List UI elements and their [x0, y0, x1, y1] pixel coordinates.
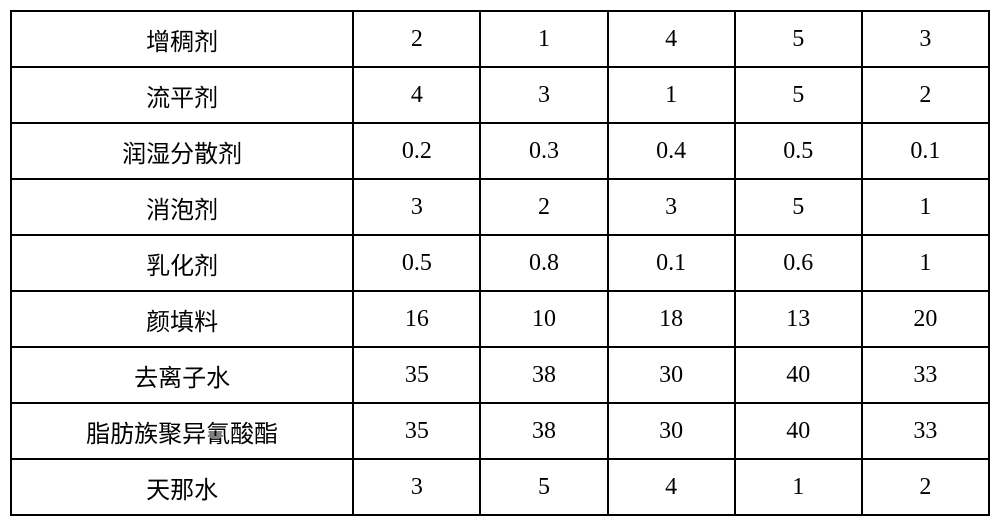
cell: 0.3	[480, 123, 607, 179]
row-label: 消泡剂	[11, 179, 353, 235]
row-label: 润湿分散剂	[11, 123, 353, 179]
table-row: 消泡剂 3 2 3 5 1	[11, 179, 989, 235]
cell: 40	[735, 403, 862, 459]
cell: 5	[735, 67, 862, 123]
table-row: 润湿分散剂 0.2 0.3 0.4 0.5 0.1	[11, 123, 989, 179]
row-label: 去离子水	[11, 347, 353, 403]
cell: 38	[480, 403, 607, 459]
row-label: 天那水	[11, 459, 353, 515]
cell: 3	[353, 179, 480, 235]
cell: 5	[735, 11, 862, 67]
table-row: 颜填料 16 10 18 13 20	[11, 291, 989, 347]
cell: 0.1	[862, 123, 989, 179]
cell: 33	[862, 403, 989, 459]
cell: 33	[862, 347, 989, 403]
row-label: 乳化剂	[11, 235, 353, 291]
cell: 40	[735, 347, 862, 403]
table-body: 增稠剂 2 1 4 5 3 流平剂 4 3 1 5 2 润湿分散剂 0.2 0.…	[11, 11, 989, 515]
cell: 5	[480, 459, 607, 515]
cell: 38	[480, 347, 607, 403]
cell: 1	[480, 11, 607, 67]
row-label: 增稠剂	[11, 11, 353, 67]
cell: 16	[353, 291, 480, 347]
cell: 0.4	[608, 123, 735, 179]
cell: 3	[353, 459, 480, 515]
row-label: 颜填料	[11, 291, 353, 347]
cell: 0.5	[353, 235, 480, 291]
cell: 0.6	[735, 235, 862, 291]
table-row: 去离子水 35 38 30 40 33	[11, 347, 989, 403]
cell: 4	[608, 459, 735, 515]
cell: 10	[480, 291, 607, 347]
cell: 20	[862, 291, 989, 347]
cell: 30	[608, 403, 735, 459]
cell: 3	[608, 179, 735, 235]
cell: 0.8	[480, 235, 607, 291]
table-container: 增稠剂 2 1 4 5 3 流平剂 4 3 1 5 2 润湿分散剂 0.2 0.…	[10, 10, 990, 516]
data-table: 增稠剂 2 1 4 5 3 流平剂 4 3 1 5 2 润湿分散剂 0.2 0.…	[10, 10, 990, 516]
cell: 2	[353, 11, 480, 67]
cell: 0.5	[735, 123, 862, 179]
cell: 18	[608, 291, 735, 347]
cell: 1	[862, 179, 989, 235]
table-row: 流平剂 4 3 1 5 2	[11, 67, 989, 123]
cell: 1	[735, 459, 862, 515]
cell: 1	[862, 235, 989, 291]
cell: 2	[862, 459, 989, 515]
cell: 2	[480, 179, 607, 235]
cell: 0.1	[608, 235, 735, 291]
cell: 35	[353, 403, 480, 459]
cell: 4	[353, 67, 480, 123]
cell: 30	[608, 347, 735, 403]
cell: 35	[353, 347, 480, 403]
cell: 5	[735, 179, 862, 235]
cell: 3	[480, 67, 607, 123]
cell: 1	[608, 67, 735, 123]
table-row: 天那水 3 5 4 1 2	[11, 459, 989, 515]
table-row: 脂肪族聚异氰酸酯 35 38 30 40 33	[11, 403, 989, 459]
cell: 4	[608, 11, 735, 67]
cell: 3	[862, 11, 989, 67]
cell: 13	[735, 291, 862, 347]
cell: 2	[862, 67, 989, 123]
table-row: 增稠剂 2 1 4 5 3	[11, 11, 989, 67]
row-label: 流平剂	[11, 67, 353, 123]
row-label: 脂肪族聚异氰酸酯	[11, 403, 353, 459]
cell: 0.2	[353, 123, 480, 179]
table-row: 乳化剂 0.5 0.8 0.1 0.6 1	[11, 235, 989, 291]
